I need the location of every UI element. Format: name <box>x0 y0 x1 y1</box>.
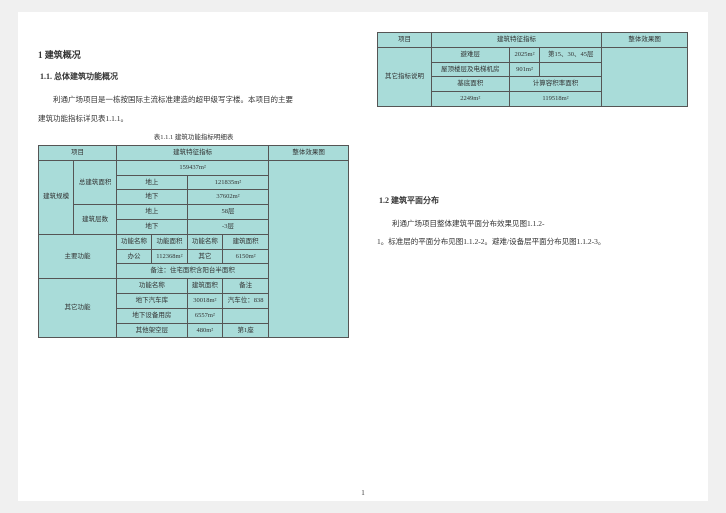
th-effect: 整体效果图 <box>269 146 349 161</box>
cell: 901m² <box>509 62 540 77</box>
cell: 6557m² <box>187 308 222 323</box>
cell: 2025m² <box>509 47 540 62</box>
cell: 地下设备用房 <box>116 308 187 323</box>
cell: 备注 <box>222 279 268 294</box>
cell: 地上 <box>116 175 187 190</box>
cell <box>222 308 268 323</box>
th: 整体效果图 <box>602 33 688 48</box>
cell: 功能名称 <box>187 234 222 249</box>
paragraph: 建筑功能指标详见表1.1.1。 <box>38 111 349 128</box>
cell: 计算容积率面积 <box>509 77 602 92</box>
cell: 功能名称 <box>116 234 151 249</box>
cell: 建筑面积 <box>187 279 222 294</box>
cell-total-area: 总建筑面积 <box>74 160 117 204</box>
cell: 37602m² <box>187 190 269 205</box>
cell-other2: 其它指标说明 <box>378 47 432 106</box>
th-project: 项目 <box>39 146 117 161</box>
cell: 58层 <box>187 205 269 220</box>
th-feature: 建筑特征指标 <box>116 146 268 161</box>
th: 项目 <box>378 33 432 48</box>
cell: 第15、30、45层 <box>540 47 602 62</box>
cell: 地下 <box>116 190 187 205</box>
cell-main-func: 主要功能 <box>39 234 117 278</box>
cell: 112368m² <box>152 249 188 264</box>
th: 建筑特征指标 <box>431 33 601 48</box>
cell: -3层 <box>187 219 269 234</box>
paragraph: 利通广场项目整体建筑平面分布效果见图1.1.2- <box>377 216 688 233</box>
cell: 480m² <box>187 323 222 338</box>
cell: 6150m² <box>222 249 268 264</box>
cell: 屋顶楼层及电梯机房 <box>431 62 509 77</box>
cell-scale: 建筑规模 <box>39 160 74 234</box>
cell-total-val: 159437m² <box>116 160 268 175</box>
right-table: 项目 建筑特征指标 整体效果图 其它指标说明 避难层 2025m² 第15、30… <box>377 32 688 107</box>
cell: 避难层 <box>431 47 509 62</box>
cell: 2249m² <box>431 92 509 107</box>
subsection-heading: 1.2 建筑平面分布 <box>379 195 688 206</box>
paragraph: 1。标准层的平面分布见图1.1.2-2。避难/设备层平面分布见图1.1.2-3。 <box>377 234 688 251</box>
cell: 其它 <box>187 249 222 264</box>
cell: 第1座 <box>222 323 268 338</box>
page-number: 1 <box>18 489 708 497</box>
section-heading: 1 建筑概况 <box>38 48 349 61</box>
cell: 121835m² <box>187 175 269 190</box>
cell: 其他架空层 <box>116 323 187 338</box>
cell: 119518m² <box>509 92 602 107</box>
cell: 地下 <box>116 219 187 234</box>
cell: 办公 <box>116 249 151 264</box>
cell: 地下汽车库 <box>116 293 187 308</box>
cell: 功能面积 <box>152 234 188 249</box>
main-table: 项目 建筑特征指标 整体效果图 建筑规模 总建筑面积 159437m² 地上 1… <box>38 145 349 338</box>
cell: 建筑面积 <box>222 234 268 249</box>
cell-other: 其它功能 <box>39 279 117 338</box>
cell: 基底面积 <box>431 77 509 92</box>
cell-floors: 建筑层数 <box>74 205 117 235</box>
subsection-heading: 1.1. 总体建筑功能概况 <box>40 71 349 82</box>
cell: 功能名称 <box>116 279 187 294</box>
paragraph: 利通广场项目是一栋按国际主流标准建造的超甲级写字楼。本项目的主要 <box>38 92 349 109</box>
cell-effect2 <box>602 47 688 106</box>
cell-effect <box>269 160 349 338</box>
cell: 30018m² <box>187 293 222 308</box>
cell: 汽车位：838 <box>222 293 268 308</box>
cell-note: 备注：住宅面积含阳台半面积 <box>116 264 268 279</box>
cell <box>540 62 602 77</box>
cell: 地上 <box>116 205 187 220</box>
table-caption: 表1.1.1 建筑功能指标明细表 <box>38 131 349 141</box>
